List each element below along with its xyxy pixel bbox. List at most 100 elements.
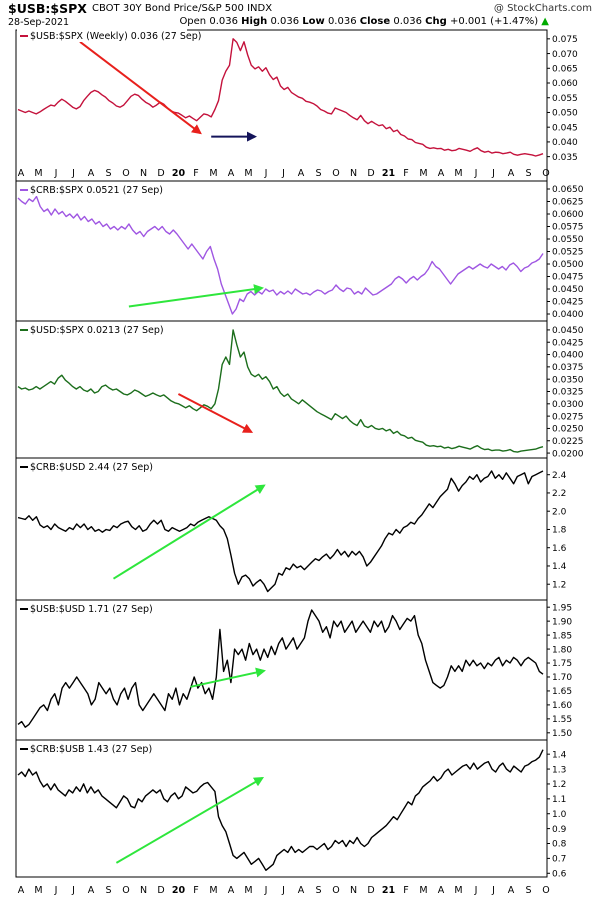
- y-tick-label: 0.0250: [552, 425, 584, 435]
- y-tick-label: 1.4: [552, 750, 567, 760]
- y-tick-label: 1.70: [552, 673, 572, 683]
- trend-arrow: [128, 284, 264, 308]
- y-tick-label: 0.0300: [552, 400, 584, 410]
- x-tick-label: S: [105, 168, 111, 179]
- y-tick-label: 1.50: [552, 729, 572, 739]
- y-tick-label: 0.0500: [552, 260, 584, 270]
- y-tick-label: 0.065: [552, 64, 578, 74]
- x-tick-label: M: [34, 168, 42, 179]
- y-tick-label: 0.0600: [552, 210, 584, 220]
- y-tick-label: 0.045: [552, 123, 578, 133]
- y-tick-label: 0.0400: [552, 351, 584, 361]
- x-tick-label: A: [18, 168, 25, 179]
- chg-up-icon: ▲: [541, 16, 549, 27]
- y-tick-label: 0.0575: [552, 223, 584, 233]
- panel-2: 0.0650 0.0625 0.0600 0.0575 0.0550 0.0525 0.05…: [16, 180, 584, 320]
- y-tick-label: 1.65: [552, 687, 572, 697]
- x-tick-label: M: [209, 885, 217, 896]
- y-tick-label: 0.040: [552, 138, 578, 148]
- x-tick-label: D: [367, 885, 374, 896]
- x-tick-label: A: [88, 168, 95, 179]
- y-tick-label: 0.0475: [552, 273, 584, 283]
- legend-label: $USB:$SPX (Weekly) 0.036 (27 Sep): [30, 31, 201, 42]
- x-tick-label: O: [542, 168, 549, 179]
- y-tick-label: 0.050: [552, 109, 578, 119]
- y-tick-label: 0.0625: [552, 198, 584, 208]
- y-tick-label: 0.0375: [552, 363, 584, 373]
- x-tick-label: J: [71, 168, 75, 179]
- x-tick-label: J: [264, 168, 268, 179]
- y-tick-label: 0.0450: [552, 326, 584, 336]
- x-tick-label: M: [209, 168, 217, 179]
- x-tick-label: M: [419, 168, 427, 179]
- x-tick-label: O: [122, 168, 129, 179]
- y-tick-label: 0.0425: [552, 298, 584, 308]
- legend-bg: [17, 460, 187, 473]
- y-tick-label: 2.2: [552, 489, 566, 499]
- x-tick-label: A: [88, 885, 95, 896]
- y-tick-label: 0.075: [552, 35, 578, 45]
- x-tick-label: F: [193, 885, 198, 896]
- y-tick-label: 0.060: [552, 79, 578, 89]
- y-tick-label: 1.2: [552, 780, 566, 790]
- y-tick-label: 0.070: [552, 50, 578, 60]
- x-tick-label: S: [525, 168, 531, 179]
- open-label: Open: [179, 16, 207, 27]
- y-tick-label: 2.0: [552, 507, 567, 517]
- y-tick-label: 0.0225: [552, 437, 584, 447]
- y-tick-label: 0.0650: [552, 185, 584, 195]
- low-label: Low: [302, 16, 325, 27]
- legend-label: $CRB:$SPX 0.0521 (27 Sep): [30, 185, 163, 196]
- x-tick-label: J: [474, 885, 478, 896]
- x-tick-label: D: [157, 168, 164, 179]
- y-tick-label: 0.0550: [552, 235, 584, 245]
- legend-bg: [17, 323, 187, 336]
- y-tick-label: 0.0200: [552, 449, 584, 459]
- y-tick-label: 0.8: [552, 840, 567, 850]
- x-tick-label: J: [474, 168, 478, 179]
- series-line: [17, 749, 544, 871]
- series-line: [17, 609, 544, 728]
- y-tick-label: 0.6: [552, 869, 567, 879]
- x-tick-label: 21: [382, 168, 395, 179]
- x-tick-label: M: [419, 885, 427, 896]
- panel-6: 1.4 1.3 1.2 1.1 1.0 0.9 0.8 0.7 0.6 $CRB:$USB 1.4…: [16, 739, 567, 879]
- x-tick-label: M: [454, 885, 462, 896]
- x-tick-label: M: [244, 168, 252, 179]
- x-tick-label: 20: [172, 168, 186, 179]
- panel-1: 0.075 0.070 0.065 0.060 0.055 0.050 0.045 0.040…: [17, 29, 578, 163]
- y-tick-label: 0.9: [552, 825, 567, 835]
- x-tick-label: J: [264, 885, 268, 896]
- series-line: [17, 38, 544, 157]
- x-tick-label: N: [140, 168, 147, 179]
- y-tick-label: 1.3: [552, 765, 566, 775]
- series-line: [17, 329, 544, 453]
- x-tick-label: J: [491, 168, 495, 179]
- x-tick-label: F: [403, 168, 408, 179]
- chart-date: 28-Sep-2021: [8, 17, 70, 28]
- close-label: Close: [359, 16, 391, 27]
- y-tick-label: 0.055: [552, 94, 578, 104]
- y-tick-label: 0.0425: [552, 338, 584, 348]
- x-tick-label: O: [332, 168, 339, 179]
- y-tick-label: 0.0450: [552, 285, 584, 295]
- chart-description: CBOT 30Y Bond Price/S&P 500 INDX: [92, 3, 273, 14]
- x-tick-label: D: [157, 885, 164, 896]
- x-axis-bottom_labels: A M J J A S O N D 20 F M A M J J A S O N D 21 F M A M J J A S O: [18, 885, 550, 896]
- x-tick-label: 21: [382, 885, 395, 896]
- trend-arrow: [190, 667, 266, 688]
- y-tick-label: 1.55: [552, 715, 572, 725]
- open-value: 0.036: [209, 16, 238, 27]
- x-tick-label: J: [71, 885, 75, 896]
- x-tick-label: 20: [172, 885, 186, 896]
- x-tick-label: A: [18, 885, 25, 896]
- x-tick-label: J: [281, 885, 285, 896]
- y-tick-label: 0.0275: [552, 412, 584, 422]
- x-tick-label: J: [54, 885, 58, 896]
- y-tick-label: 0.0350: [552, 375, 584, 385]
- high-value: 0.036: [270, 16, 300, 27]
- y-tick-label: 1.0: [552, 810, 567, 820]
- x-tick-label: N: [140, 885, 147, 896]
- watermark: @ StockCharts.com: [493, 3, 592, 14]
- x-tick-label: O: [332, 885, 339, 896]
